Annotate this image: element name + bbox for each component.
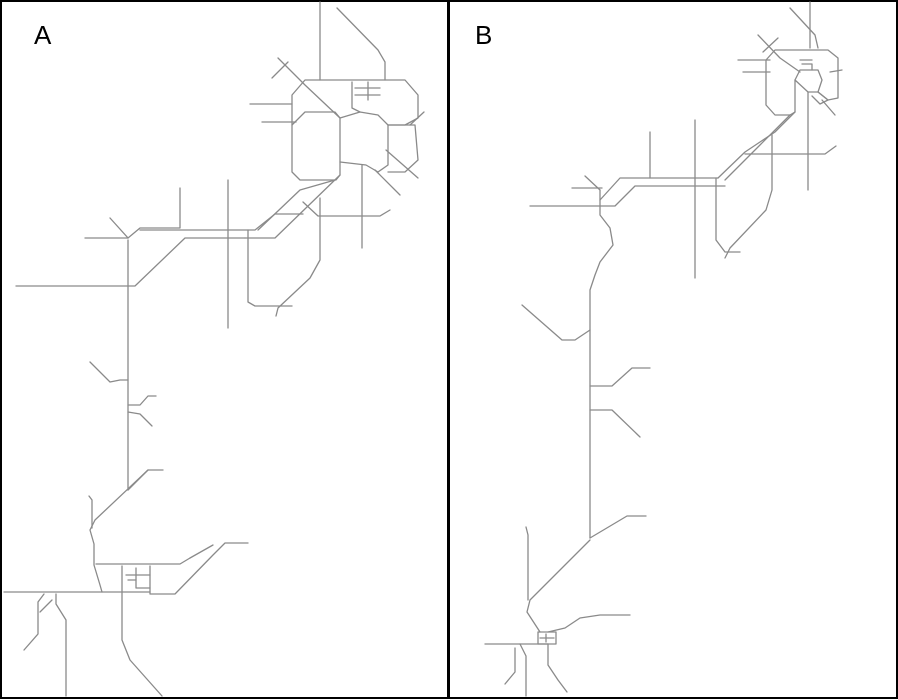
road-segment xyxy=(765,49,839,116)
road-segment xyxy=(302,201,391,217)
road-segment xyxy=(291,79,419,181)
road-segment xyxy=(821,99,836,116)
road-segment xyxy=(336,7,386,81)
road-segment xyxy=(139,213,304,231)
road-segment xyxy=(387,124,419,173)
road-segment xyxy=(189,544,214,559)
road-segment xyxy=(801,63,813,71)
panel-a-road-network xyxy=(3,1,425,697)
panel-a: A xyxy=(0,0,449,699)
road-segment xyxy=(89,361,129,383)
road-segment xyxy=(504,647,516,685)
road-segment xyxy=(351,81,361,113)
road-segment xyxy=(55,593,67,697)
road-segment xyxy=(95,557,191,565)
road-segment xyxy=(385,149,419,179)
road-segment xyxy=(247,229,293,307)
road-segment xyxy=(374,169,401,196)
road-segment xyxy=(794,69,823,93)
road-segment xyxy=(589,409,641,438)
road-segment xyxy=(589,367,651,387)
road-segment xyxy=(244,174,341,239)
road-segment xyxy=(277,57,341,119)
road-segment xyxy=(23,593,45,651)
road-segment xyxy=(789,7,819,49)
road-segment xyxy=(519,643,527,697)
panel-b-frame xyxy=(448,0,898,699)
road-segment xyxy=(88,495,93,529)
road-segment xyxy=(109,187,181,239)
road-segment xyxy=(724,114,791,181)
road-segment xyxy=(724,134,773,259)
road-segment xyxy=(757,34,801,73)
road-segment xyxy=(127,395,157,406)
road-segment xyxy=(584,175,601,191)
panel-a-frame xyxy=(0,0,449,699)
road-segment xyxy=(39,599,53,613)
road-segment xyxy=(526,539,591,633)
road-segment xyxy=(529,185,726,207)
road-segment xyxy=(271,61,289,79)
road-segment xyxy=(127,411,153,427)
road-segment xyxy=(717,111,796,179)
road-segment xyxy=(257,179,336,231)
road-segment xyxy=(537,631,557,645)
road-segment xyxy=(715,177,741,253)
panel-b: B xyxy=(448,0,898,699)
road-segment xyxy=(525,526,529,601)
road-segment xyxy=(275,197,321,317)
road-segment xyxy=(547,643,568,693)
road-segment xyxy=(121,591,163,697)
road-segment xyxy=(547,614,631,633)
road-segment xyxy=(521,304,591,341)
panel-b-road-network xyxy=(484,1,843,697)
road-segment xyxy=(762,37,779,53)
road-segment xyxy=(829,69,843,73)
road-segment xyxy=(589,189,614,539)
road-segment xyxy=(599,177,719,201)
panel-a-label: A xyxy=(34,20,52,50)
road-segment xyxy=(89,469,149,593)
road-segment xyxy=(135,567,151,589)
road-segment xyxy=(15,237,246,287)
road-segment xyxy=(149,542,249,595)
panel-b-label: B xyxy=(475,20,492,50)
road-segment xyxy=(589,515,647,539)
road-segment xyxy=(409,111,425,126)
